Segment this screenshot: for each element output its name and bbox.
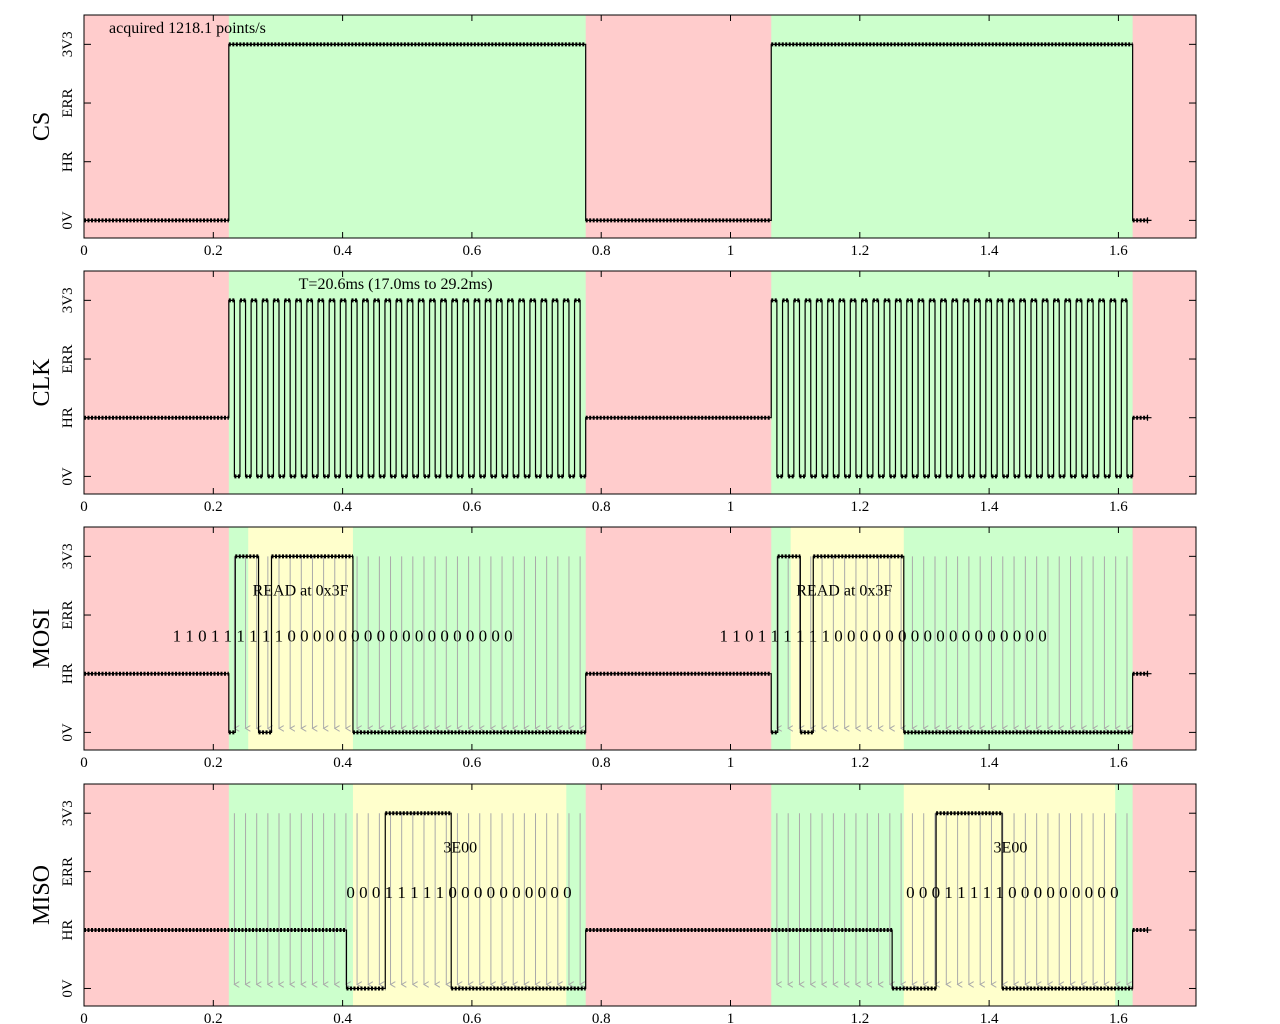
capture-end-marker bbox=[1143, 670, 1152, 677]
decoded-value-label: 3E00 bbox=[443, 839, 477, 856]
panel-cs: 0V HR ERR 3V3 CS 0 0.2 0.4 0.6 0.8 1 1.2 1.4 1.6 acqui… bbox=[29, 14, 1197, 259]
transaction-region bbox=[228, 15, 586, 238]
decoded-bits-region bbox=[248, 527, 353, 750]
sample-points bbox=[84, 554, 1148, 735]
x-tick-label: 0.8 bbox=[592, 755, 611, 771]
x-tick-label: 1.4 bbox=[980, 755, 999, 771]
y-tick-label: HR bbox=[60, 663, 76, 684]
decoded-bit-string: 0 0 0 1 1 1 1 1 0 0 0 0 0 0 0 0 0 0 bbox=[346, 883, 571, 902]
x-tick-label: 1.4 bbox=[980, 499, 999, 515]
decoded-bit-string: 1 1 0 1 1 1 1 1 1 0 0 0 0 0 0 0 0 0 0 0 … bbox=[173, 626, 513, 645]
y-tick-label: ERR bbox=[60, 344, 76, 373]
y-tick-label: 0V bbox=[60, 211, 76, 230]
signal-name-label: MISO bbox=[29, 865, 55, 925]
panel-mosi: 0V HR ERR 3V3 MOSI 0 0.2 0.4 0.6 0.8 1 1.2 1.4 1.6 REA… bbox=[29, 526, 1197, 771]
x-tick-label: 0.6 bbox=[463, 1011, 482, 1024]
sample-points bbox=[84, 42, 1148, 223]
y-tick-label: 3V3 bbox=[60, 800, 76, 826]
y-tick-label: ERR bbox=[60, 88, 76, 117]
y-tick-label: ERR bbox=[60, 857, 76, 886]
x-tick-label: 1 bbox=[727, 243, 735, 259]
panel-annotation: T=20.6ms (17.0ms to 29.2ms) bbox=[299, 276, 493, 293]
x-tick-label: 0.4 bbox=[333, 243, 352, 259]
x-tick-label: 1.6 bbox=[1109, 499, 1128, 515]
capture-end-marker bbox=[1143, 927, 1152, 934]
decoded-bit-string: 0 0 0 1 1 1 1 1 0 0 0 0 0 0 0 0 0 bbox=[906, 883, 1119, 902]
x-tick-label: 0 bbox=[80, 755, 88, 771]
transaction-region bbox=[771, 15, 1133, 238]
x-tick-label: 0.2 bbox=[204, 243, 223, 259]
signal-name-label: CLK bbox=[29, 358, 55, 407]
x-tick-label: 1.6 bbox=[1109, 1011, 1128, 1024]
decoded-value-label: READ at 0x3F bbox=[253, 583, 349, 600]
x-tick-label: 0.8 bbox=[592, 499, 611, 515]
panel-miso: 0V HR ERR 3V3 MISO 0 0.2 0.4 0.6 0.8 1 1.2 1.4 1.6 3E0… bbox=[29, 783, 1197, 1024]
x-tick-label: 1.6 bbox=[1109, 755, 1128, 771]
y-tick-label: ERR bbox=[60, 600, 76, 629]
x-tick-label: 1.6 bbox=[1109, 243, 1128, 259]
decoded-value-label: 3E00 bbox=[994, 839, 1028, 856]
panel-annotation: acquired 1218.1 points/s bbox=[109, 20, 266, 37]
capture-end-marker bbox=[1143, 217, 1152, 224]
y-tick-label: HR bbox=[60, 920, 76, 941]
signal-name-label: MOSI bbox=[29, 608, 55, 668]
y-tick-label: 3V3 bbox=[60, 543, 76, 569]
x-tick-label: 1.4 bbox=[980, 1011, 999, 1024]
x-tick-label: 0.4 bbox=[333, 499, 352, 515]
decoded-bits-region bbox=[790, 527, 904, 750]
y-tick-label: 0V bbox=[60, 467, 76, 486]
decoded-value-label: READ at 0x3F bbox=[796, 583, 892, 600]
y-tick-label: 3V3 bbox=[60, 31, 76, 57]
plot-frame bbox=[83, 783, 1197, 1007]
decoded-bits-region bbox=[903, 784, 1116, 1006]
panel-clk: 0V HR ERR 3V3 CLK 0 0.2 0.4 0.6 0.8 1 1.2 1.4 1.6 T=20… bbox=[29, 270, 1197, 515]
y-tick-label: HR bbox=[60, 151, 76, 172]
plot-frame bbox=[83, 270, 1197, 495]
x-tick-label: 0.6 bbox=[463, 243, 482, 259]
y-tick-label: 0V bbox=[60, 979, 76, 998]
y-tick-label: 0V bbox=[60, 723, 76, 742]
x-tick-label: 1.2 bbox=[850, 755, 869, 771]
x-tick-label: 0.8 bbox=[592, 243, 611, 259]
x-tick-label: 0.6 bbox=[463, 755, 482, 771]
x-tick-label: 1.2 bbox=[850, 1011, 869, 1024]
x-tick-label: 0.4 bbox=[333, 1011, 352, 1024]
x-tick-label: 0 bbox=[80, 243, 88, 259]
x-tick-label: 0.2 bbox=[204, 1011, 223, 1024]
y-tick-label: 3V3 bbox=[60, 287, 76, 313]
x-tick-label: 1.2 bbox=[850, 243, 869, 259]
x-tick-label: 1.2 bbox=[850, 499, 869, 515]
plot-frame bbox=[83, 14, 1197, 239]
decoded-bits-region bbox=[352, 784, 567, 1006]
x-tick-label: 0.8 bbox=[592, 1011, 611, 1024]
x-tick-label: 1 bbox=[727, 755, 735, 771]
sample-points bbox=[84, 811, 1148, 991]
decoded-bit-string: 1 1 0 1 1 1 1 1 1 0 0 0 0 0 0 0 0 0 0 0 … bbox=[719, 626, 1046, 645]
x-tick-label: 0.4 bbox=[333, 755, 352, 771]
capture-end-marker bbox=[1143, 414, 1152, 421]
x-tick-label: 0 bbox=[80, 499, 88, 515]
x-tick-label: 1 bbox=[727, 499, 735, 515]
x-tick-label: 1.4 bbox=[980, 243, 999, 259]
x-tick-label: 0.2 bbox=[204, 755, 223, 771]
y-tick-label: HR bbox=[60, 407, 76, 428]
x-tick-label: 0.6 bbox=[463, 499, 482, 515]
x-tick-label: 0.2 bbox=[204, 499, 223, 515]
signal-name-label: CS bbox=[29, 112, 55, 141]
x-tick-label: 1 bbox=[727, 1011, 735, 1024]
x-tick-label: 0 bbox=[80, 1011, 88, 1024]
plot-frame bbox=[83, 526, 1197, 751]
